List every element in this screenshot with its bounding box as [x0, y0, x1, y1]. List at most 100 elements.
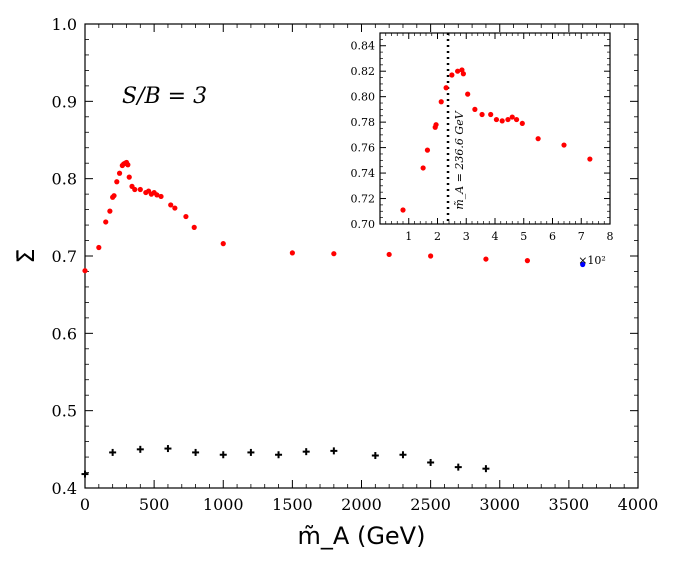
inset-data-point	[519, 120, 525, 127]
inset-y-tick-label: 0.74	[351, 167, 376, 180]
inset-data-point	[535, 136, 541, 142]
inset-data-point	[443, 85, 449, 91]
inset-x-tick-label: 5	[520, 230, 527, 243]
y-tick-label: 0.7	[52, 247, 77, 266]
data-point	[172, 205, 178, 211]
data-point	[103, 219, 109, 225]
inset-x-tick-label: 4	[492, 230, 499, 243]
y-axis-label: Σ̄	[12, 248, 40, 263]
inset-data-point	[509, 114, 515, 120]
inset-data-point	[472, 106, 478, 112]
inset-y-tick-label: 0.80	[351, 91, 376, 104]
inset-data-point	[460, 71, 466, 77]
data-point	[191, 224, 197, 230]
data-point	[109, 448, 117, 456]
inset-y-tick-label: 0.72	[351, 193, 376, 206]
inset-y-tick-label: 0.70	[351, 218, 376, 231]
inset-x-tick-label: 7	[578, 230, 585, 243]
x-tick-label: 2000	[341, 495, 382, 514]
inset-y-tick-label: 0.78	[351, 116, 376, 129]
sb-ratio-annotation: S/B = 3	[122, 84, 207, 109]
data-point	[158, 193, 164, 200]
inset-data-point	[424, 147, 431, 153]
inset-data-point	[420, 165, 426, 171]
x-tick-label: 4000	[618, 495, 659, 514]
data-point	[81, 470, 89, 478]
data-point	[331, 251, 337, 257]
y-tick-label: 0.8	[52, 170, 77, 189]
inset-y-tick-label: 0.84	[351, 40, 376, 53]
inset-data-point	[493, 116, 500, 123]
inset-data-point	[587, 156, 593, 162]
data-point	[192, 448, 200, 456]
x-tick-label: 500	[139, 495, 170, 514]
inset-data-point	[433, 122, 439, 128]
data-point	[125, 162, 131, 168]
data-point	[220, 241, 226, 247]
data-point	[136, 445, 144, 453]
inset-threshold-label: m̃_A = 236.6 GeV	[453, 110, 466, 209]
inset-x-tick-label: 8	[607, 230, 614, 243]
x-tick-label: 1500	[272, 495, 313, 514]
data-point	[289, 250, 295, 256]
inset-x-tick-label: 3	[463, 230, 470, 243]
inset-data-point	[479, 111, 485, 118]
data-point	[126, 174, 132, 180]
inset-x-scale-label: ×10²	[578, 254, 606, 267]
data-point	[132, 186, 138, 193]
data-point	[330, 447, 338, 455]
data-point	[137, 186, 143, 193]
data-point	[82, 268, 88, 274]
inset-data-point	[400, 207, 406, 213]
data-point	[111, 193, 117, 199]
x-tick-label: 3500	[549, 495, 590, 514]
inset-data-point	[561, 142, 567, 148]
x-axis-label: m̃_A (GeV)	[298, 522, 426, 550]
data-point	[116, 170, 123, 176]
data-point	[168, 202, 174, 208]
data-point	[183, 213, 189, 220]
inset-y-tick-label: 0.82	[351, 65, 376, 78]
y-tick-label: 0.6	[52, 324, 77, 343]
inset-data-point	[488, 111, 494, 118]
x-tick-label: 0	[80, 495, 90, 514]
inset-data-point	[449, 72, 455, 78]
data-point	[428, 253, 434, 259]
data-point	[275, 451, 283, 459]
y-tick-label: 0.9	[52, 92, 77, 111]
inset-x-tick-label: 6	[549, 230, 556, 243]
data-point	[399, 451, 407, 459]
data-point	[154, 192, 160, 198]
x-tick-label: 2500	[410, 495, 451, 514]
x-tick-label: 3000	[479, 495, 520, 514]
data-point	[247, 448, 255, 456]
data-point	[164, 445, 172, 453]
inset-data-point	[505, 116, 511, 123]
inset-axes: 1 2 3 4 5 6 7 8 0.70 0.72 0.74 0.76 0.78 0.80 0.82 0.84…	[351, 32, 614, 267]
data-point	[482, 465, 490, 473]
inset-y-tick-label: 0.76	[351, 142, 376, 155]
series-1	[580, 261, 586, 268]
x-tick-label: 1000	[203, 495, 244, 514]
data-point	[219, 451, 227, 459]
inset-x-tick-label: 2	[434, 230, 441, 243]
data-point	[427, 458, 435, 466]
data-point	[107, 208, 113, 214]
y-tick-label: 1.0	[52, 15, 77, 34]
y-tick-label: 0.5	[52, 402, 77, 421]
y-tick-label: 0.4	[52, 479, 77, 498]
data-point	[302, 448, 310, 456]
inset-data-point	[438, 99, 444, 105]
inset-data-point	[455, 68, 461, 74]
data-point	[371, 452, 379, 460]
inset-series-0	[400, 67, 593, 213]
data-point	[580, 261, 586, 268]
data-point	[386, 251, 392, 258]
data-point	[483, 256, 489, 262]
series-2	[81, 445, 490, 478]
inset-data-point	[465, 91, 471, 97]
inset-x-tick-label: 1	[405, 230, 412, 243]
data-point	[454, 463, 462, 471]
main-axes: 0 500 1000 1500 2000 2500 3000 3500 4000 0.4 0.5 0.…	[12, 15, 658, 550]
